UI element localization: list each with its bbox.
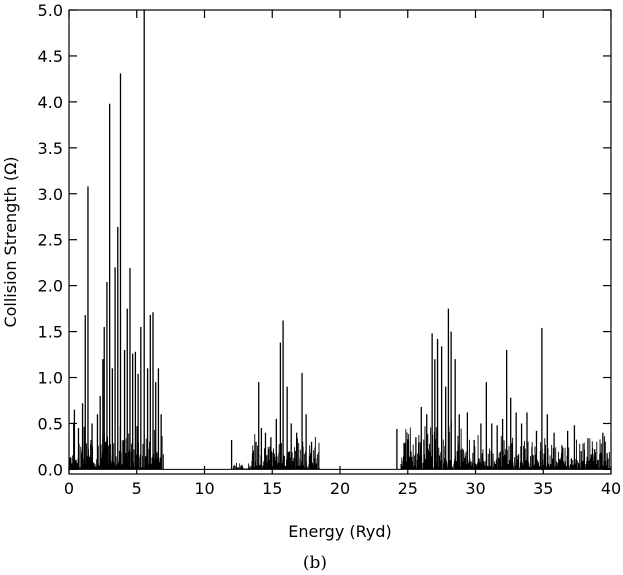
y-axis-title: Collision Strength (Ω) (1, 156, 20, 327)
axes-layer: 0 5 10 15 20 25 30 35 40 0.0 0.5 1.0 1.5 2.0 2.5 3.0 3.5… (38, 1, 622, 498)
y-tick-label: 2.0 (38, 277, 63, 296)
y-tick-label: 4.0 (38, 93, 63, 112)
continuum-band (68, 422, 165, 470)
x-tick-label: 0 (64, 479, 74, 498)
continuum-band (231, 463, 253, 470)
x-tick-label: 40 (601, 479, 621, 498)
x-axis-title: Energy (Ryd) (288, 522, 391, 541)
y-tick-label: 3.0 (38, 185, 63, 204)
y-tick-label: 2.5 (38, 231, 63, 250)
x-tick-label: 15 (262, 479, 282, 498)
y-tick-label: 0.5 (38, 414, 63, 433)
x-tick-label: 30 (465, 479, 485, 498)
plot-layer (68, 10, 612, 470)
y-tick-label: 3.5 (38, 139, 63, 158)
panel-label: (b) (303, 553, 327, 573)
y-tick-label: 1.5 (38, 323, 63, 342)
x-tick-label: 25 (398, 479, 418, 498)
x-tick-label: 20 (330, 479, 350, 498)
x-tick-label: 10 (194, 479, 214, 498)
y-tick-label: 0.0 (38, 460, 63, 479)
x-tick-label: 5 (132, 479, 142, 498)
continuum-band (468, 435, 612, 470)
y-tick-label: 5.0 (38, 1, 63, 20)
y-tick-label: 4.5 (38, 47, 63, 66)
x-tick-label: 35 (533, 479, 553, 498)
y-tick-label: 1.0 (38, 369, 63, 388)
